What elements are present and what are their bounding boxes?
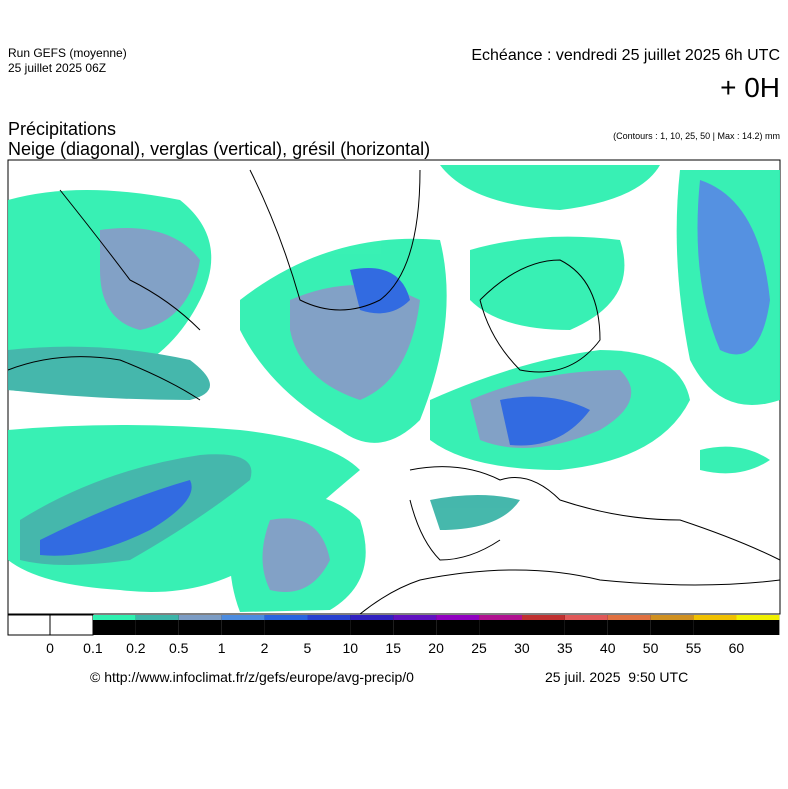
legend-label: 0: [46, 640, 54, 656]
legend-label: 10: [343, 640, 359, 656]
legend-empty-cell: [49, 614, 94, 636]
legend-label: 55: [686, 640, 702, 656]
coastline: [7, 356, 201, 401]
precip-area: [697, 180, 770, 355]
legend-label: 15: [385, 640, 401, 656]
contours-note: (Contours : 1, 10, 25, 50 | Max : 14.2) …: [613, 131, 780, 141]
legend-color: [607, 615, 651, 620]
legend-color: [135, 615, 179, 620]
legend-label: 2: [261, 640, 269, 656]
legend-color: [522, 615, 565, 620]
precip-area: [262, 518, 330, 592]
title: Précipitations: [8, 119, 117, 139]
precip-area: [470, 236, 625, 330]
legend-label: 40: [600, 640, 616, 656]
coastline: [479, 259, 601, 373]
legend-color: [650, 615, 694, 620]
precip-area: [290, 285, 420, 400]
offset: + 0H: [720, 72, 780, 103]
legend-color: [93, 615, 136, 620]
legend-color: [479, 615, 522, 620]
legend-label: 1: [218, 640, 226, 656]
legend-color: [736, 615, 780, 620]
color-legend: 0 0.1 0.2 0.5 1 2 5 10 15 20 25 30 35 40 50 55 60: [7, 614, 780, 656]
legend-label: 25: [471, 640, 487, 656]
legend-label: 60: [729, 640, 745, 656]
legend-label: 0.2: [126, 640, 146, 656]
legend-color: [178, 615, 222, 620]
precip-area: [40, 480, 192, 556]
precip-area: [8, 346, 210, 400]
precip-area: [100, 228, 200, 330]
coastline: [409, 499, 501, 561]
legend-label: 30: [514, 640, 530, 656]
legend-color: [221, 615, 265, 620]
precip-area: [440, 165, 660, 210]
run-label: Run GEFS (moyenne): [8, 46, 127, 60]
legend-color: [264, 615, 308, 620]
subtitle: Neige (diagonal), verglas (vertical), gr…: [8, 139, 431, 159]
run-date: 25 juillet 2025 06Z: [8, 61, 107, 75]
precip-area: [350, 268, 410, 314]
precip-fields: [8, 165, 780, 612]
legend-label: 50: [643, 640, 659, 656]
precip-area: [500, 396, 590, 446]
legend-label: 5: [304, 640, 312, 656]
coastline: [409, 466, 781, 561]
legend-label: 0.1: [83, 640, 103, 656]
legend-color: [436, 615, 480, 620]
legend-empty-cell: [7, 614, 51, 636]
coastline: [359, 569, 781, 615]
legend-color: [393, 615, 437, 620]
generated-time: 25 juil. 2025 9:50 UTC: [545, 669, 689, 685]
coastline: [249, 169, 421, 311]
source: © http://www.infoclimat.fr/z/gefs/europe…: [90, 669, 414, 685]
legend-label: 0.5: [169, 640, 189, 656]
legend-color: [693, 615, 737, 620]
legend-color: [307, 615, 351, 620]
precip-area: [430, 495, 520, 530]
legend-label: 35: [557, 640, 573, 656]
coastline: [59, 189, 201, 331]
echeance: Echéance : vendredi 25 juillet 2025 6h U…: [471, 47, 780, 64]
legend-color: [564, 615, 608, 620]
precip-area: [700, 446, 770, 474]
coastlines: [7, 169, 781, 615]
legend-color: [350, 615, 394, 620]
legend-label: 20: [428, 640, 444, 656]
